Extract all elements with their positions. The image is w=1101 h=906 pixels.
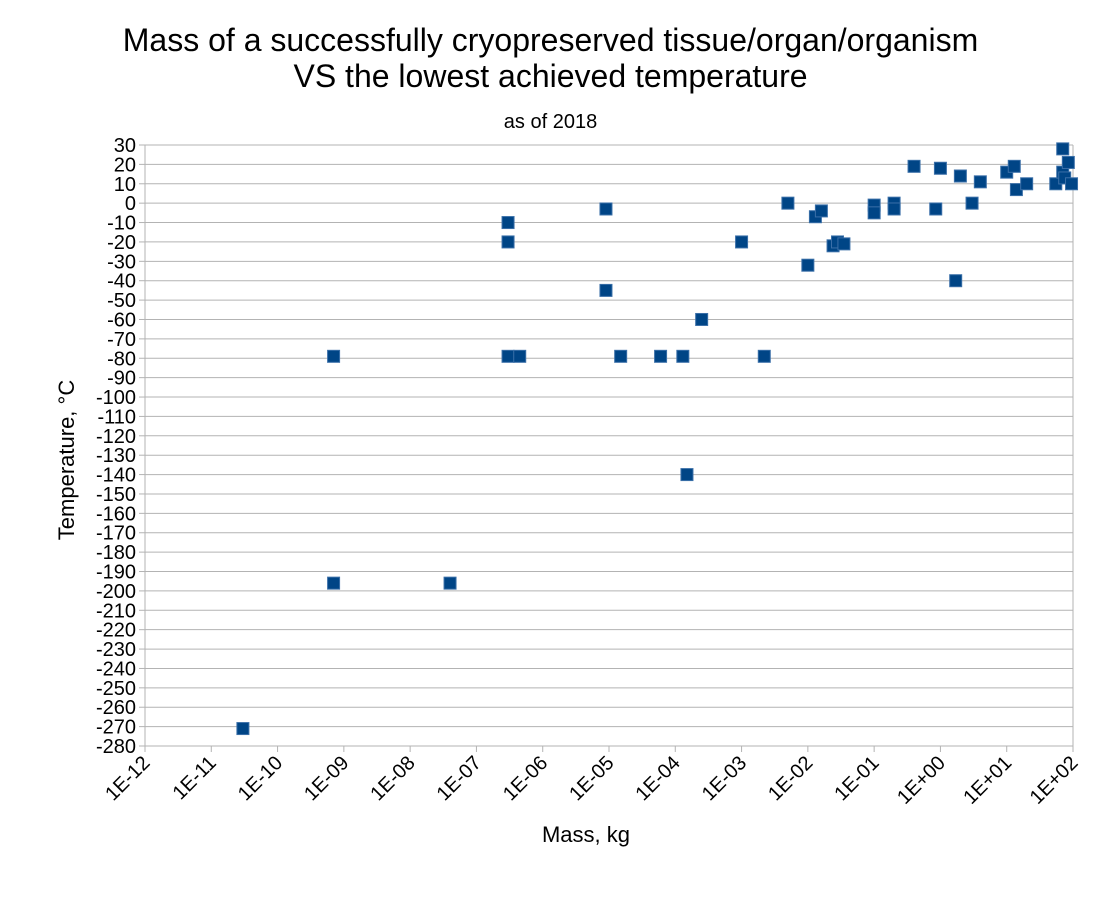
data-point: [501, 235, 515, 249]
y-tick-label: -230: [96, 639, 136, 661]
chart-title: Mass of a successfully cryopreserved tis…: [122, 22, 979, 58]
chart-title-line-2: VS the lowest achieved temperature: [293, 58, 808, 94]
x-tick-label: 1E-11: [169, 752, 221, 804]
y-tick-label: -160: [96, 503, 136, 525]
y-tick-label: -150: [96, 484, 136, 506]
data-point: [1007, 159, 1021, 173]
data-point: [654, 349, 668, 363]
data-point: [1065, 177, 1079, 191]
y-tick-labels: -280-270-260-250-240-230-220-210-200-190…: [96, 135, 136, 758]
y-tick-label: -50: [107, 290, 136, 312]
x-tick-label: 1E+02: [1026, 752, 1083, 809]
data-point: [949, 274, 963, 288]
data-point: [599, 202, 613, 216]
y-tick-label: -20: [107, 232, 136, 254]
data-point: [599, 283, 613, 297]
y-tick-label: -60: [107, 309, 136, 331]
y-tick-label: 10: [114, 174, 136, 196]
data-point: [814, 204, 828, 218]
data-point: [680, 468, 694, 482]
data-point: [236, 722, 250, 736]
x-tick-label: 1E+01: [959, 752, 1016, 809]
data-point: [929, 202, 943, 216]
y-tick-label: -180: [96, 542, 136, 564]
data-point: [676, 349, 690, 363]
y-tick-label: 20: [114, 154, 136, 176]
x-tick-label: 1E+00: [893, 752, 950, 809]
x-tick-label: 1E-08: [366, 752, 419, 805]
data-point: [781, 196, 795, 210]
x-tick-labels: 1E-12 1E-11 1E-10 1E-09 1E-08 1E-07 1E-06 1E-05…: [101, 752, 1082, 809]
x-axis-label: Mass, kg: [542, 822, 630, 847]
data-point: [735, 235, 749, 249]
y-tick-label: -250: [96, 678, 136, 700]
y-tick-label: -280: [96, 736, 136, 758]
y-tick-label: -70: [107, 329, 136, 351]
y-tick-label: -10: [107, 213, 136, 235]
y-tick-label: -80: [107, 348, 136, 370]
data-point: [327, 349, 341, 363]
y-tick-label: -140: [96, 465, 136, 487]
chart-subtitle: as of 2018: [503, 111, 598, 133]
y-tick-label: -120: [96, 426, 136, 448]
y-tick-label: -270: [96, 717, 136, 739]
data-point: [965, 196, 979, 210]
data-point: [953, 169, 967, 183]
data-point: [801, 258, 815, 272]
x-tick-label: 1E-05: [565, 752, 618, 805]
y-tick-label: -40: [107, 271, 136, 293]
data-point: [1056, 142, 1070, 156]
y-tick-label: -100: [96, 387, 136, 409]
data-point: [887, 202, 901, 216]
y-axis-label: Temperature, °C: [54, 380, 79, 541]
data-point: [443, 576, 457, 590]
axes: [139, 144, 1074, 752]
y-tick-label: -130: [96, 445, 136, 467]
data-point: [933, 161, 947, 175]
y-tick-label: -170: [96, 523, 136, 545]
y-tick-label: -240: [96, 658, 136, 680]
y-tick-label: -260: [96, 697, 136, 719]
data-point: [1020, 177, 1034, 191]
y-tick-label: -220: [96, 620, 136, 642]
x-tick-label: 1E-09: [300, 752, 353, 805]
data-point: [614, 349, 628, 363]
x-tick-label: 1E-12: [101, 752, 154, 805]
y-tick-label: 0: [125, 193, 136, 215]
gridlines: [145, 144, 1073, 747]
data-point: [1061, 155, 1075, 169]
x-tick-label: 1E-07: [433, 752, 486, 805]
data-point: [837, 237, 851, 251]
data-point: [973, 175, 987, 189]
x-tick-label: 1E-10: [234, 752, 287, 805]
y-tick-label: -30: [107, 251, 136, 273]
y-tick-label: -210: [96, 600, 136, 622]
x-tick-label: 1E-02: [764, 752, 817, 805]
y-tick-label: -200: [96, 581, 136, 603]
data-point: [867, 206, 881, 220]
data-point: [907, 159, 921, 173]
x-tick-label: 1E-01: [830, 752, 883, 805]
data-point: [695, 312, 709, 326]
data-points: [236, 142, 1079, 736]
data-point: [501, 349, 515, 363]
y-tick-label: -110: [97, 406, 136, 428]
x-tick-label: 1E-04: [632, 752, 685, 805]
x-tick-label: 1E-06: [499, 752, 552, 805]
y-tick-label: 30: [114, 135, 136, 157]
data-point: [501, 216, 515, 230]
data-point: [327, 576, 341, 590]
data-point: [513, 349, 527, 363]
y-tick-label: -190: [96, 562, 136, 584]
data-point: [757, 349, 771, 363]
y-tick-label: -90: [107, 368, 136, 390]
x-tick-label: 1E-03: [698, 752, 751, 805]
